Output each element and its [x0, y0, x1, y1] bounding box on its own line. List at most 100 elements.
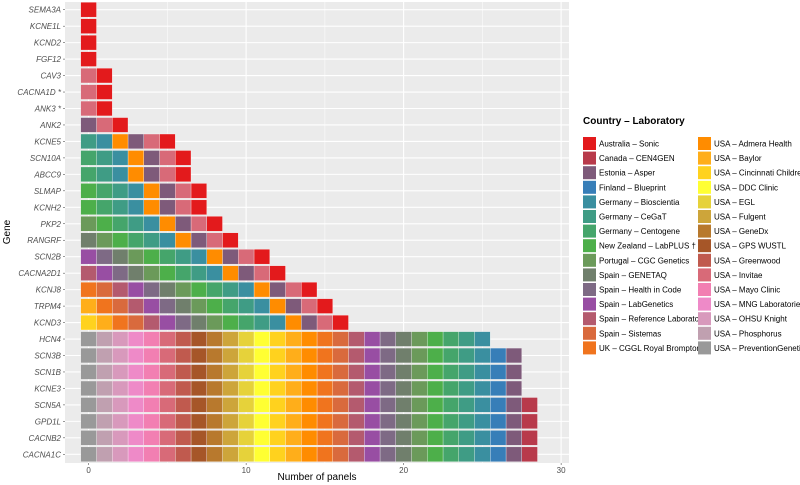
bar-segment — [96, 117, 113, 133]
bar-ank3 — [80, 100, 113, 117]
bar-segment — [474, 380, 491, 396]
bar-segment — [348, 364, 365, 380]
bar-segment — [490, 413, 507, 429]
bar-segment — [253, 249, 270, 265]
bar-segment — [222, 315, 239, 331]
x-tick-label: 30 — [557, 466, 566, 475]
bar-segment — [395, 397, 412, 413]
bar-segment — [206, 380, 223, 396]
bar-segment — [190, 397, 207, 413]
bar-segment — [316, 315, 333, 331]
bar-segment — [269, 380, 286, 396]
bar-segment — [364, 380, 381, 396]
bar-segment — [269, 413, 286, 429]
bar-segment — [285, 347, 302, 364]
legend-label: USA – GeneDx — [714, 227, 768, 236]
legend-item: USA – Fulgent — [698, 210, 766, 223]
legend-swatch — [698, 312, 711, 326]
legend-label: USA – MNG Laboratories — [714, 300, 800, 309]
bar-segment — [206, 315, 223, 331]
bar-segment — [190, 446, 207, 462]
bar-segment — [143, 315, 160, 331]
bar-segment — [238, 298, 255, 314]
bar-scn10a — [80, 150, 192, 166]
bar-segment — [159, 282, 176, 298]
bar-segment — [127, 413, 144, 429]
bars — [80, 2, 538, 462]
bar-segment — [143, 331, 160, 347]
bar-segment — [206, 249, 223, 265]
bar-segment — [379, 380, 396, 396]
bar-segment — [474, 430, 491, 446]
legend-label: USA – Mayo Clinic — [714, 286, 780, 295]
bar-segment — [427, 347, 444, 364]
legend-label: Germany – Bioscientia — [599, 198, 680, 207]
bar-segment — [269, 315, 286, 331]
legend-item: USA – GeneDx — [698, 224, 768, 238]
bar-segment — [253, 397, 270, 413]
bar-segment — [159, 166, 176, 182]
bar-segment — [190, 183, 207, 199]
bar-segment — [301, 331, 318, 347]
bar-segment — [175, 347, 192, 364]
bar-segment — [190, 347, 207, 364]
legend-swatch — [583, 151, 596, 165]
bar-segment — [96, 282, 113, 298]
bar-segment — [458, 364, 475, 380]
bar-segment — [80, 364, 97, 380]
bar-segment — [96, 446, 113, 462]
bar-segment — [80, 100, 97, 117]
legend-label: USA – Cincinnati Children's — [714, 169, 800, 178]
bar-segment — [159, 183, 176, 199]
bar-segment — [127, 282, 144, 298]
legend-label: New Zealand – LabPLUS † — [599, 242, 696, 251]
bar-segment — [112, 430, 129, 446]
bar-segment — [206, 331, 223, 347]
bar-segment — [96, 364, 113, 380]
bar-segment — [175, 315, 192, 331]
legend-swatch — [583, 239, 596, 253]
bar-segment — [458, 380, 475, 396]
bar-segment — [143, 430, 160, 446]
legend-label: Germany – CeGaT — [599, 213, 667, 222]
bar-segment — [159, 331, 176, 347]
bar-segment — [253, 265, 270, 281]
bar-segment — [159, 298, 176, 314]
bar-segment — [175, 446, 192, 462]
legend-title: Country – Laboratory — [583, 116, 685, 127]
bar-segment — [238, 364, 255, 380]
bar-segment — [285, 298, 302, 314]
legend-label: USA – Greenwood — [714, 256, 780, 265]
bar-segment — [112, 282, 129, 298]
legend-swatch — [583, 341, 596, 355]
bar-segment — [206, 430, 223, 446]
legend-item: Canada – CEN4GEN — [583, 151, 675, 165]
bar-segment — [301, 298, 318, 314]
legend-label: Spain – Health in Code — [599, 286, 682, 295]
bar-segment — [96, 133, 113, 149]
bar-segment — [80, 315, 97, 331]
bar-segment — [80, 347, 97, 364]
bar-segment — [175, 166, 192, 182]
bar-segment — [112, 446, 129, 462]
y-tick-label: KCND2 — [34, 39, 62, 48]
x-tick-labels: 0 10 20 30 — [86, 463, 566, 475]
bar-kcnd3 — [80, 315, 349, 331]
y-tick-label: RANGRF — [27, 236, 62, 245]
bar-segment — [143, 216, 160, 232]
bar-segment — [96, 216, 113, 232]
bar-segment — [206, 364, 223, 380]
bar-segment — [96, 232, 113, 248]
bar-segment — [348, 430, 365, 446]
legend-item: Germany – Centogene — [583, 224, 680, 238]
bar-segment — [474, 331, 491, 347]
legend-item: UK – CGGL Royal Brompton — [583, 341, 701, 355]
bar-segment — [348, 446, 365, 462]
bar-segment — [301, 347, 318, 364]
bar-segment — [458, 397, 475, 413]
legend-swatch — [698, 137, 711, 150]
bar-segment — [190, 298, 207, 314]
bar-segment — [505, 446, 522, 462]
bar-segment — [442, 331, 459, 347]
legend-label: Germany – Centogene — [599, 227, 680, 236]
